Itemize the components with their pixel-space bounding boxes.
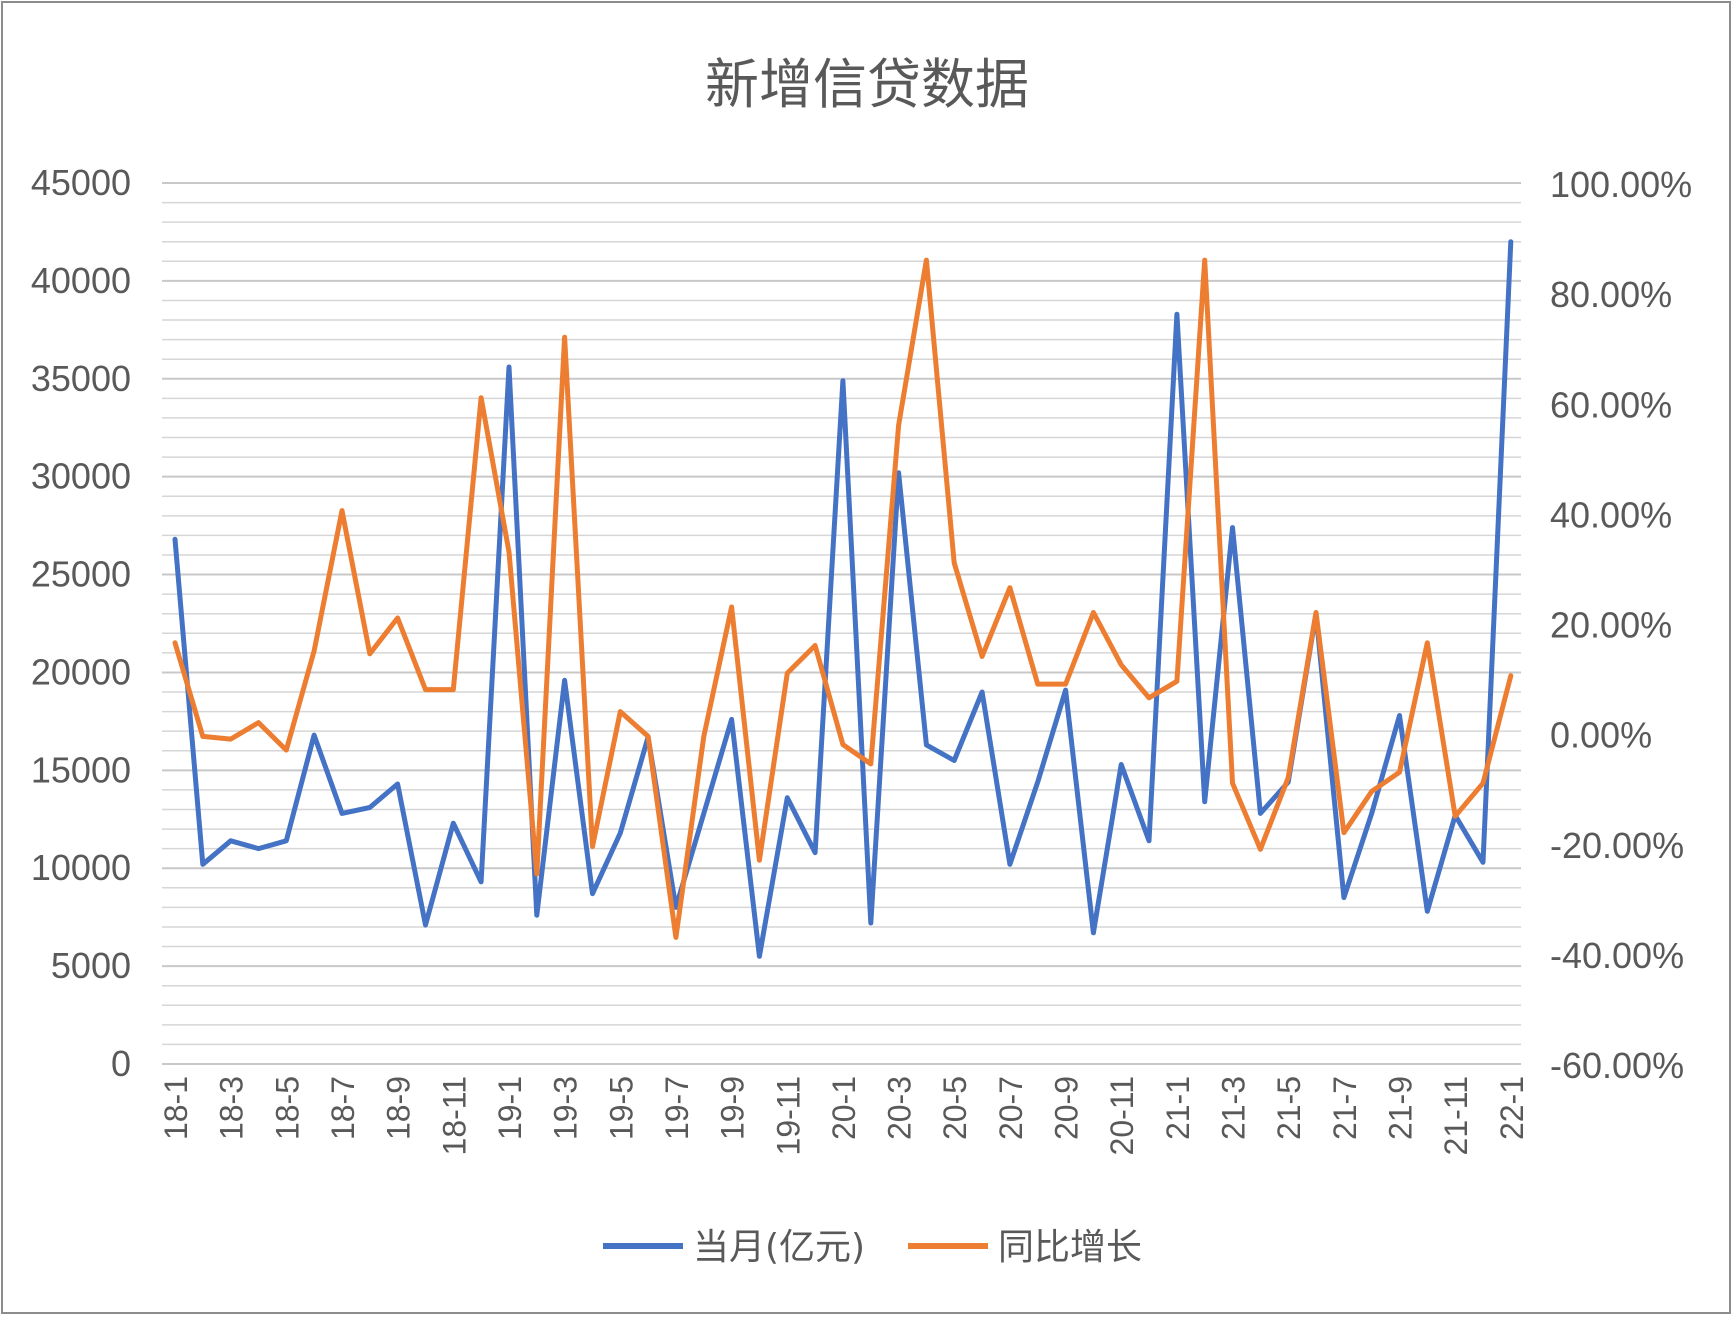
y-right-tick-label: 60.00% [1550, 384, 1672, 425]
x-tick-label: 20-11 [1104, 1076, 1140, 1155]
x-tick-label: 21-11 [1438, 1076, 1474, 1155]
y-left-tick-label: 30000 [31, 456, 131, 497]
y-right-tick-label: 0.00% [1550, 715, 1652, 756]
y-right-tick-label: -20.00% [1550, 825, 1684, 866]
x-tick-label: 21-9 [1383, 1076, 1419, 1140]
y-right-tick-label: -40.00% [1550, 935, 1684, 976]
x-tick-label: 20-3 [882, 1076, 918, 1140]
y-left-tick-label: 0 [111, 1043, 131, 1084]
legend: 当月(亿元) 同比增长 [603, 1227, 1142, 1268]
x-tick-label: 18-1 [158, 1076, 194, 1140]
x-tick-label: 18-9 [381, 1076, 417, 1140]
x-tick-label: 19-9 [715, 1076, 751, 1140]
y-left-tick-label: 35000 [31, 358, 131, 399]
x-tick-label: 20-9 [1049, 1076, 1085, 1140]
chart-title: 新增信贷数据 [705, 53, 1029, 116]
legend-label-monthly: 当月(亿元) [693, 1227, 865, 1268]
chart-svg: 新增信贷数据 0 5000 10000 15000 20000 25000 30000 350… [31, 53, 1692, 1268]
y-right-tick-label: 40.00% [1550, 494, 1672, 535]
x-tick-label: 20-1 [826, 1076, 862, 1140]
y-right-tick-label: 100.00% [1550, 164, 1692, 205]
y-left-tick-label: 40000 [31, 260, 131, 301]
series-lines [172, 239, 1514, 959]
x-tick-label: 21-1 [1160, 1076, 1196, 1140]
x-tick-label: 19-11 [770, 1076, 806, 1155]
x-tick-label: 19-3 [548, 1076, 584, 1140]
x-tick-label: 21-7 [1327, 1076, 1363, 1140]
y-right-tick-label: 80.00% [1550, 274, 1672, 315]
legend-label-yoy: 同比增长 [998, 1227, 1142, 1268]
y-left-tick-label: 45000 [31, 162, 131, 203]
y-right-tick-label: 20.00% [1550, 605, 1672, 646]
x-tick-label: 20-5 [937, 1076, 973, 1140]
x-tick-label: 18-5 [269, 1076, 305, 1140]
y-left-tick-label: 25000 [31, 554, 131, 595]
y-left-tick-label: 20000 [31, 651, 131, 692]
y-axis-left: 0 5000 10000 15000 20000 25000 30000 35000 40000… [31, 162, 131, 1084]
x-tick-label: 19-7 [659, 1076, 695, 1140]
x-tick-label: 19-1 [492, 1076, 528, 1140]
y-left-tick-label: 10000 [31, 847, 131, 888]
x-tick-label: 21-5 [1271, 1076, 1307, 1140]
x-tick-label: 19-5 [603, 1076, 639, 1140]
x-tick-label: 18-7 [325, 1076, 361, 1140]
x-tick-label: 21-3 [1216, 1076, 1252, 1140]
x-tick-label: 22-1 [1494, 1076, 1530, 1140]
y-right-tick-label: -60.00% [1550, 1045, 1684, 1086]
x-tick-label: 18-11 [436, 1076, 472, 1155]
series-line-yoy [172, 257, 1514, 940]
x-axis: 18-1 18-3 18-5 18-7 18-9 18-11 19-1 19-3 19-5 19-… [158, 1076, 1530, 1155]
gridlines [162, 182, 1521, 1065]
x-tick-label: 20-7 [993, 1076, 1029, 1140]
y-left-tick-label: 5000 [51, 945, 131, 986]
y-axis-right: -60.00% -40.00% -20.00% 0.00% 20.00% 40.00% 60… [1550, 164, 1692, 1086]
x-tick-label: 18-3 [214, 1076, 250, 1140]
y-left-tick-label: 15000 [31, 749, 131, 790]
